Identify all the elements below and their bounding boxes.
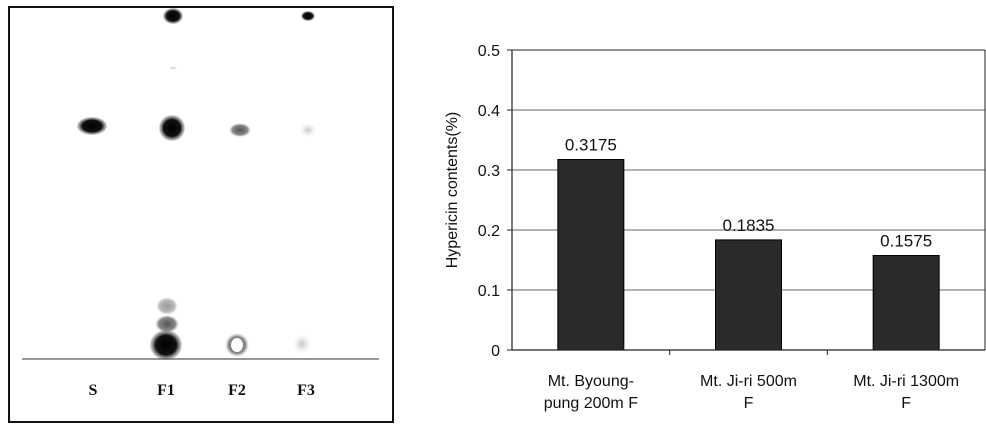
tlc-spot	[150, 330, 182, 360]
bar-value-label: 0.1835	[723, 216, 775, 235]
x-category-label: Mt. Byoung-	[548, 373, 634, 390]
x-category-label: F	[901, 395, 911, 412]
tlc-spot	[299, 123, 317, 137]
bar	[872, 255, 940, 351]
tlc-spot	[229, 123, 251, 137]
y-axis-title: Hypericin contents(%)	[444, 112, 461, 269]
y-tick-label: 0.1	[478, 283, 500, 300]
lane-label-f3: F3	[297, 382, 315, 399]
bar-value-label: 0.1575	[880, 232, 932, 251]
y-tick-label: 0	[491, 343, 500, 360]
x-category-label: F	[744, 395, 754, 412]
bar	[715, 239, 782, 351]
bar-value-label: 0.3175	[565, 136, 617, 155]
y-tick-label: 0.3	[478, 163, 500, 180]
tlc-spot	[156, 297, 178, 315]
tlc-spot	[231, 338, 243, 352]
tlc-spot	[301, 11, 315, 21]
lane-label-s: S	[89, 382, 98, 399]
tlc-spot	[155, 315, 179, 333]
tlc-spot	[168, 66, 178, 70]
bar	[557, 159, 625, 351]
plate-border	[8, 6, 394, 423]
tlc-plate-image: S F1 F2 F3	[8, 6, 394, 423]
tlc-spot	[77, 117, 107, 135]
tlc-spot	[163, 8, 183, 24]
lane-label-f2: F2	[228, 382, 246, 399]
tlc-spot	[293, 334, 311, 354]
lane-label-f1: F1	[157, 382, 175, 399]
y-tick-label: 0.5	[478, 43, 500, 60]
y-tick-label: 0.2	[478, 223, 500, 240]
x-category-label: Mt. Ji-ri 500m	[700, 373, 797, 390]
y-tick-label: 0.4	[478, 103, 500, 120]
tlc-spot	[159, 115, 185, 141]
x-category-label: pung 200m F	[544, 395, 639, 412]
x-category-label: Mt. Ji-ri 1300m	[853, 373, 959, 390]
